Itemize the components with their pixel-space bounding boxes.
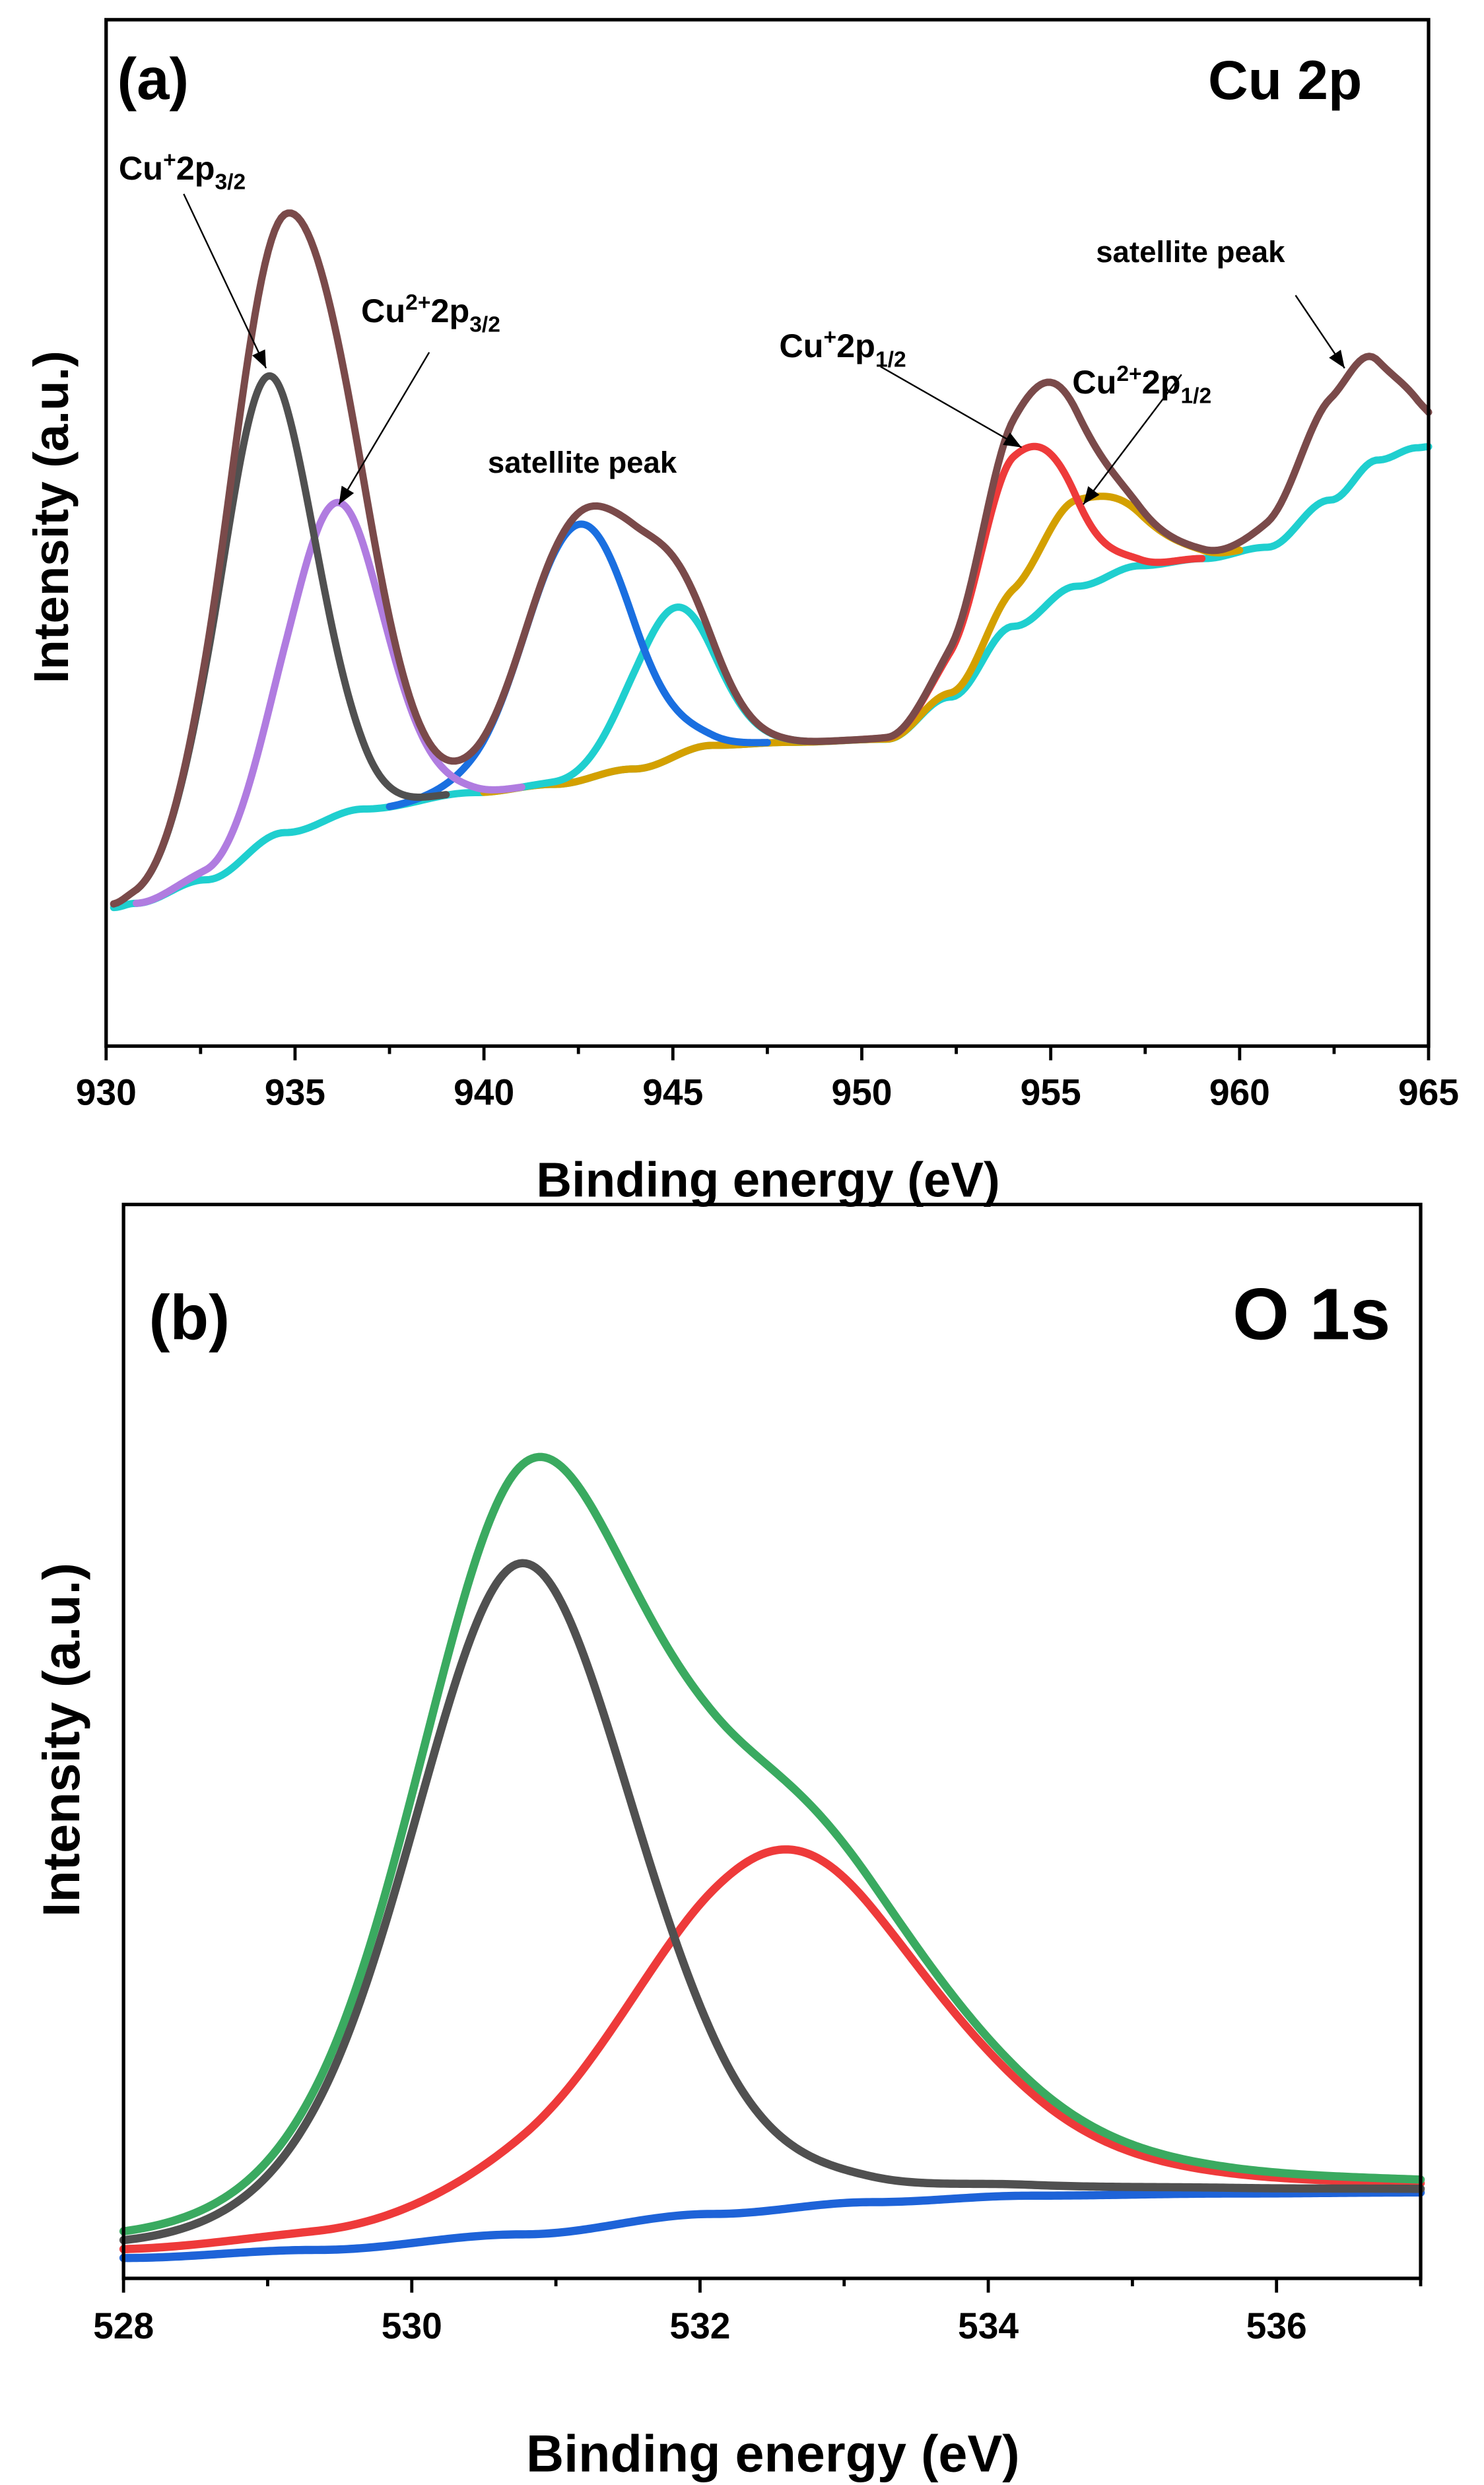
annotation-mid: 2p [836, 327, 875, 364]
x-ticks-b: 528 530 532 534 536 [93, 2278, 1423, 2346]
x-ticks-a: 930 935 940 945 950 955 960 965 [76, 1046, 1459, 1112]
panel-label-b: (b) [149, 1282, 230, 1353]
annotation-sup: 2+ [405, 290, 430, 315]
x-tick-label: 532 [669, 2305, 730, 2346]
arrowhead-icon [1329, 349, 1345, 368]
arrowhead-icon [1083, 486, 1100, 504]
annotation-sub: 3/2 [215, 170, 246, 195]
component-curve-a-1 [858, 442, 1206, 743]
annotation-arrow [338, 352, 430, 505]
arrowhead-icon [252, 349, 267, 368]
title-a: Cu 2p [1208, 49, 1362, 111]
component-curve-a-4 [133, 498, 525, 907]
x-axis-label-b: Binding energy (eV) [526, 2424, 1020, 2483]
annotation-sup: 2+ [1116, 362, 1141, 386]
annotation-sup: + [163, 148, 176, 172]
x-tick-label: 960 [1209, 1072, 1270, 1112]
axes-frame-a [104, 18, 1431, 1048]
x-tick-label: 965 [1398, 1072, 1459, 1112]
annotation-base: Cu [361, 292, 405, 329]
arrowhead-icon [339, 485, 354, 504]
plot-area-a [110, 209, 1433, 912]
arrowhead-icon [1003, 432, 1022, 448]
x-tick-label: 930 [76, 1072, 137, 1112]
component-curve-a-3 [386, 520, 771, 811]
y-axis-label-a: Intensity (a.u.) [24, 351, 79, 683]
peak-annotation: Cu+2p1/2 [779, 325, 906, 372]
annotation-arrow [183, 193, 267, 369]
annotation-base: Cu [119, 149, 163, 187]
annotation-arrow [1083, 374, 1182, 505]
y-axis-label-b: Intensity (a.u.) [32, 1563, 90, 1917]
annotation-base: Cu [1072, 363, 1116, 401]
envelope-curve-b [119, 1452, 1425, 2235]
x-tick-label: 536 [1246, 2305, 1307, 2346]
x-tick-label: 955 [1021, 1072, 1081, 1112]
annotation-mid: 2p [430, 292, 469, 329]
annotation-sub: 1/2 [875, 347, 906, 372]
x-tick-label: 945 [642, 1072, 703, 1112]
x-axis-label-a: Binding energy (eV) [536, 1152, 999, 1207]
peak-annotation: satellite peak [1096, 235, 1285, 269]
annotation-sup: + [824, 325, 837, 350]
peak-annotation: satellite peak [488, 446, 677, 479]
envelope-curve-a [110, 209, 1433, 908]
x-tick-label: 950 [831, 1072, 892, 1112]
peak-annotation: Cu2+2p3/2 [361, 290, 500, 337]
peak-annotation: Cu2+2p1/2 [1072, 362, 1211, 409]
panel-a-cu2p: 930 935 940 945 950 955 960 965 (a) Cu 2p Bindi… [24, 18, 1459, 1207]
annotation-base: Cu [779, 327, 823, 364]
annotation-sub: 3/2 [469, 312, 500, 337]
annotation-sub: 1/2 [1180, 384, 1211, 408]
component-curve-b-0 [119, 1845, 1425, 2253]
panel-label-a: (a) [118, 46, 189, 112]
baseline-curve-b [119, 2188, 1425, 2263]
axes-frame-b [121, 1202, 1423, 2280]
x-tick-label: 530 [382, 2305, 442, 2346]
title-b: O 1s [1232, 1274, 1390, 1355]
peak-annotation: Cu+2p3/2 [119, 148, 246, 195]
x-tick-label: 528 [93, 2305, 154, 2346]
plot-area-b [119, 1452, 1425, 2263]
component-curve-b-1 [119, 1559, 1425, 2245]
annotation-mid: 2p [176, 149, 215, 187]
x-tick-label: 935 [265, 1072, 325, 1112]
panel-b-o1s: 528 530 532 534 536 (b) O 1s Binding energy … [32, 1202, 1425, 2483]
x-tick-label: 534 [958, 2305, 1019, 2346]
x-tick-label: 940 [454, 1072, 514, 1112]
annotation-arrow [880, 366, 1023, 448]
annotation-mid: 2p [1142, 363, 1181, 401]
